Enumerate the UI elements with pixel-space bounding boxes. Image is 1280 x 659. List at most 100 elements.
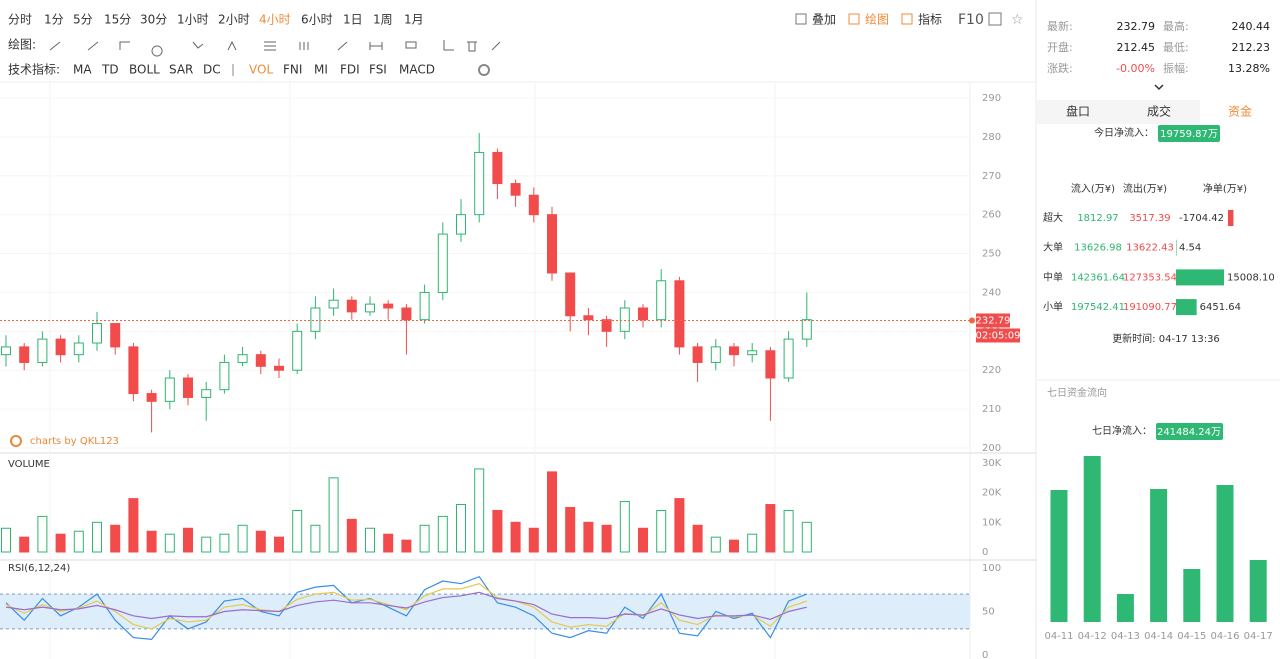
outflow: 191090.77 bbox=[1123, 302, 1177, 313]
candle-body bbox=[674, 280, 685, 348]
x-tick-label: 04-12 bbox=[1078, 631, 1107, 642]
candle-body bbox=[547, 214, 557, 274]
tool-button[interactable]: 指标 bbox=[918, 12, 942, 27]
candle-body bbox=[783, 338, 794, 379]
period-tab[interactable]: 15分 bbox=[104, 13, 131, 27]
inflow: 142361.64 bbox=[1071, 272, 1125, 283]
period-tab[interactable]: 1周 bbox=[373, 13, 393, 27]
indicator[interactable]: BOLL bbox=[129, 63, 160, 77]
period-tab[interactable]: 1月 bbox=[404, 13, 424, 27]
x-tick-label: 04-11 bbox=[1044, 631, 1073, 642]
period-tab[interactable]: 1日 bbox=[343, 13, 363, 27]
bar bbox=[1150, 489, 1168, 622]
tab[interactable]: 资金 bbox=[1228, 104, 1252, 119]
sub-indicator[interactable]: FNI bbox=[283, 63, 302, 77]
volume-bar bbox=[401, 539, 412, 553]
candle-body bbox=[456, 214, 466, 235]
period-tab[interactable]: 1小时 bbox=[177, 13, 209, 27]
period-tab[interactable]: 分时 bbox=[8, 13, 32, 27]
candle-body bbox=[128, 346, 139, 395]
x-tick-label: 04-16 bbox=[1210, 631, 1239, 642]
indicator[interactable]: SAR bbox=[169, 63, 193, 77]
star-icon[interactable]: ☆ bbox=[1011, 12, 1024, 28]
indicator[interactable]: MA bbox=[73, 63, 92, 77]
candle-body bbox=[692, 346, 703, 363]
expand-icon[interactable] bbox=[1154, 84, 1164, 91]
rsi-line bbox=[5, 583, 807, 630]
period-tab[interactable]: 2小时 bbox=[218, 13, 250, 27]
settings-icon[interactable] bbox=[478, 64, 490, 76]
period-tab[interactable]: 4小时 bbox=[259, 13, 291, 27]
candle-body bbox=[183, 377, 193, 398]
indicator[interactable]: TD bbox=[101, 63, 119, 77]
outflow: 127353.54 bbox=[1123, 272, 1177, 283]
sub-indicator[interactable]: FDI bbox=[340, 63, 360, 77]
draw-tools[interactable] bbox=[49, 40, 501, 57]
outflow: 3517.39 bbox=[1129, 213, 1170, 224]
sub-indicator[interactable]: VOL bbox=[249, 63, 273, 77]
y-tick-label: 0 bbox=[982, 547, 988, 558]
candle-body bbox=[710, 346, 721, 363]
fullscreen-icon[interactable] bbox=[988, 12, 1002, 26]
tool-button[interactable]: 叠加 bbox=[812, 13, 836, 27]
candle-body bbox=[383, 303, 394, 309]
candle-body bbox=[237, 354, 248, 363]
indicator[interactable]: DC bbox=[203, 63, 221, 77]
volume-bar bbox=[237, 524, 248, 553]
row-name: 小单 bbox=[1043, 301, 1063, 313]
inflow: 1812.97 bbox=[1077, 213, 1118, 224]
volume-bar bbox=[164, 533, 175, 553]
rsi-line bbox=[5, 575, 808, 640]
tab[interactable]: 成交 bbox=[1147, 104, 1171, 119]
volume-title: VOLUME bbox=[8, 459, 50, 470]
y-tick-label: 100 bbox=[982, 563, 1001, 574]
y-tick-label: 270 bbox=[982, 171, 1001, 182]
period-tab[interactable]: 5分 bbox=[73, 13, 93, 27]
volume-bar bbox=[92, 521, 102, 553]
quote-value: 240.44 bbox=[1232, 20, 1271, 33]
bar bbox=[1249, 559, 1267, 622]
sub-indicator[interactable]: MI bbox=[314, 63, 328, 77]
net-label: 4.54 bbox=[1179, 243, 1201, 254]
period-tab[interactable]: 30分 bbox=[140, 13, 167, 27]
candle-body bbox=[601, 319, 612, 332]
bar bbox=[1116, 593, 1134, 622]
candle-body bbox=[37, 338, 48, 363]
inflow: 13626.98 bbox=[1074, 243, 1122, 254]
net-label: 15008.10 bbox=[1227, 272, 1275, 283]
candle-body bbox=[765, 350, 776, 379]
rsi-title: RSI(6,12,24) bbox=[8, 563, 70, 574]
period-tab[interactable]: 6小时 bbox=[301, 13, 333, 27]
y-tick-label: 20K bbox=[982, 488, 1002, 499]
x-tick-label: 04-14 bbox=[1144, 631, 1173, 642]
candle-body bbox=[583, 315, 594, 321]
sub-indicator[interactable]: FSI bbox=[369, 63, 387, 77]
volume-bar bbox=[146, 530, 157, 553]
candle-body bbox=[656, 280, 667, 321]
volume-bar bbox=[346, 518, 357, 553]
y-tick-label: 50 bbox=[982, 607, 995, 618]
update-time: 更新时间: 04-17 13:36 bbox=[1112, 332, 1220, 345]
table-header: 净单(万¥) bbox=[1203, 182, 1247, 195]
y-tick-label: 250 bbox=[982, 249, 1001, 260]
pill bbox=[1158, 125, 1220, 142]
price-label: 232.79 bbox=[976, 315, 1011, 326]
period-tab[interactable]: 1分 bbox=[44, 13, 64, 27]
candle-body bbox=[292, 330, 303, 371]
y-tick-label: 290 bbox=[982, 93, 1001, 104]
candle-body bbox=[346, 299, 357, 313]
y-tick-label: 200 bbox=[982, 443, 1001, 454]
tab[interactable]: 盘口 bbox=[1066, 104, 1090, 119]
logo-icon bbox=[10, 435, 22, 447]
quote-label: 最高: bbox=[1163, 19, 1189, 33]
tool-button[interactable]: 绘图 bbox=[865, 12, 889, 27]
candle-body bbox=[310, 307, 321, 332]
volume-bar bbox=[183, 527, 193, 553]
candle-body bbox=[146, 393, 157, 402]
logo: charts by QKL123 bbox=[30, 436, 119, 447]
volume-bar bbox=[765, 504, 776, 553]
sub-indicator[interactable]: MACD bbox=[399, 63, 435, 77]
candle-body bbox=[274, 365, 284, 371]
tool-button[interactable]: F10 bbox=[958, 12, 984, 28]
candle-body bbox=[365, 303, 375, 313]
